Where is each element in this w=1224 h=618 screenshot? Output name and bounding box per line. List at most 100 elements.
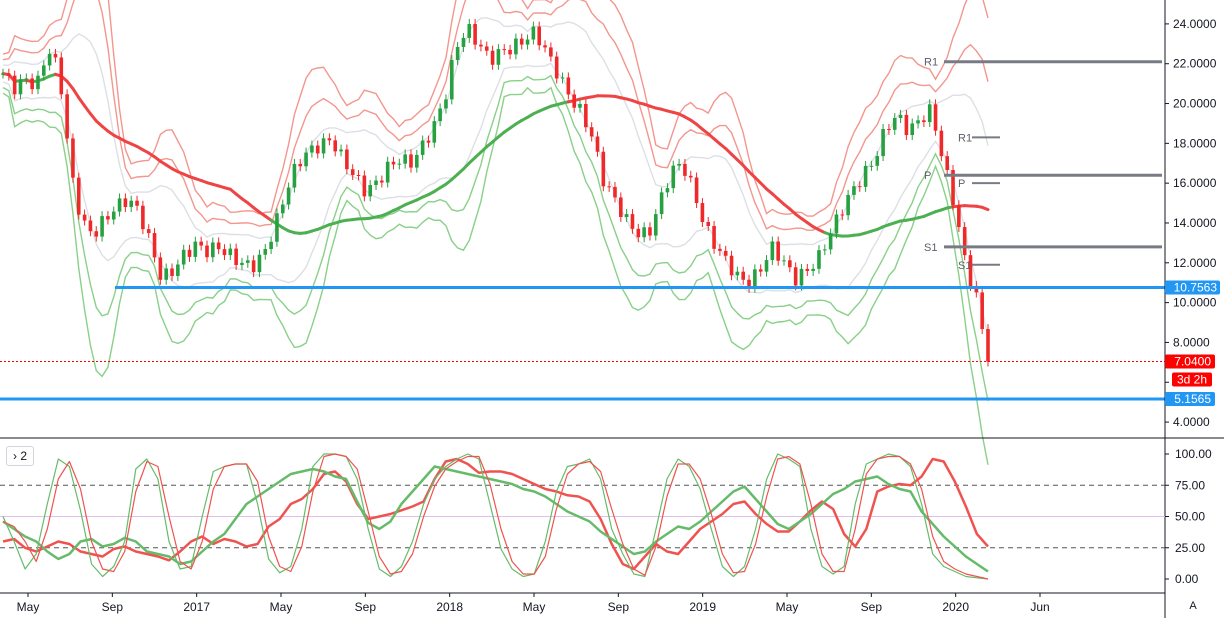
candle <box>653 209 658 241</box>
oscillator-series-2 <box>2 465 989 573</box>
y-tick-label: 22.0000 <box>1173 57 1217 71</box>
candle-body <box>525 39 530 45</box>
y-tick-label: 20.0000 <box>1173 97 1217 111</box>
candle <box>269 236 273 254</box>
candle-body <box>216 242 221 250</box>
candle <box>176 259 180 281</box>
candle <box>770 236 775 266</box>
x-tick-label: 2018 <box>436 600 463 614</box>
candle-body <box>350 169 355 175</box>
pane-toggle-button[interactable]: › 2 <box>6 446 35 466</box>
pivot-r1-label-left: R1 <box>924 57 938 69</box>
candle <box>321 133 326 159</box>
candle-body <box>584 103 588 128</box>
price-axis[interactable]: 4.00006.00008.000010.000012.000014.00001… <box>1164 0 1217 618</box>
moving-average-segment <box>71 87 81 100</box>
candle <box>933 99 938 136</box>
oscillator-pane[interactable] <box>0 453 1165 580</box>
candle <box>735 266 740 281</box>
candle-body <box>187 249 192 257</box>
lower-band-1 <box>2 62 989 338</box>
candle <box>449 55 454 105</box>
candle <box>245 255 250 268</box>
candle <box>391 156 396 170</box>
candle <box>409 149 413 173</box>
y-tick-label: 4.0000 <box>1173 415 1210 429</box>
candle <box>310 140 314 158</box>
candle <box>88 215 93 237</box>
price-pane[interactable] <box>0 0 1165 465</box>
candle-body <box>957 205 961 228</box>
candle-body <box>922 120 926 123</box>
candle-body <box>315 145 320 154</box>
candle <box>986 324 990 367</box>
lower-band-3 <box>2 86 989 465</box>
candle <box>18 74 23 100</box>
candle-body <box>88 220 93 232</box>
auto-scale-button[interactable]: A <box>1189 600 1197 612</box>
candle-body <box>554 56 559 79</box>
candle <box>59 52 64 100</box>
candle <box>980 287 984 335</box>
candle-body <box>76 177 81 215</box>
candle-body <box>589 127 594 137</box>
bar-countdown: 3d 2h <box>1177 373 1207 387</box>
pivot-s1-label-left: S1 <box>924 242 937 254</box>
candle-body <box>974 286 979 293</box>
candle-body <box>164 268 168 280</box>
y-tick-label: 10.0000 <box>1173 296 1217 310</box>
candle <box>228 243 233 261</box>
candle-body <box>776 241 780 261</box>
x-tick-label: May <box>776 600 799 614</box>
candle-body <box>875 156 880 166</box>
candle-body <box>793 267 798 286</box>
candle <box>788 255 792 273</box>
candle <box>298 158 303 172</box>
candle-body <box>304 152 308 167</box>
candle <box>718 243 722 256</box>
candle <box>496 44 501 70</box>
candle <box>659 187 664 220</box>
candle-body <box>898 114 903 119</box>
candle <box>479 39 483 52</box>
candle <box>875 151 880 171</box>
candle-body <box>158 257 163 280</box>
candle <box>665 183 670 198</box>
pivot-labels: R1 P S1 R1 P S1 <box>924 57 972 272</box>
candle <box>30 73 34 95</box>
candle <box>916 115 920 129</box>
time-axis[interactable]: May Sep 2017 May Sep 2018 May Sep 2019 May Sep 2020… <box>0 592 1165 614</box>
candle <box>315 140 320 159</box>
x-tick-label: Sep <box>355 600 377 614</box>
candle <box>927 99 932 128</box>
candle <box>71 133 75 183</box>
candle-body <box>193 241 198 257</box>
candle-body <box>840 214 845 216</box>
candle <box>782 255 786 266</box>
oscillator-axis[interactable]: 0.00 25.00 50.00 75.00 100.00 <box>1165 447 1212 586</box>
candle-body <box>222 249 227 256</box>
countdown-badge: 3d 2h <box>1172 372 1212 387</box>
candle <box>76 172 81 220</box>
candle <box>135 195 139 211</box>
candle <box>613 181 617 203</box>
candle-body <box>852 186 856 195</box>
candle-body <box>36 75 40 90</box>
candle <box>339 144 343 157</box>
candle <box>957 200 961 233</box>
candle-body <box>146 229 151 234</box>
candle-body <box>298 163 303 167</box>
candle-body <box>951 170 955 206</box>
candle <box>280 199 285 219</box>
candle <box>47 48 52 71</box>
candle <box>834 209 839 239</box>
candle <box>962 222 967 261</box>
candle-body <box>694 177 699 204</box>
upper-line-badge: 10.7563 <box>1165 280 1220 295</box>
candle-body <box>1 73 5 75</box>
oscillator-series-4 <box>2 453 989 580</box>
candle <box>630 209 635 234</box>
candle <box>12 70 17 100</box>
x-tick-label: May <box>17 600 40 614</box>
y-tick-label: 16.0000 <box>1173 176 1217 190</box>
